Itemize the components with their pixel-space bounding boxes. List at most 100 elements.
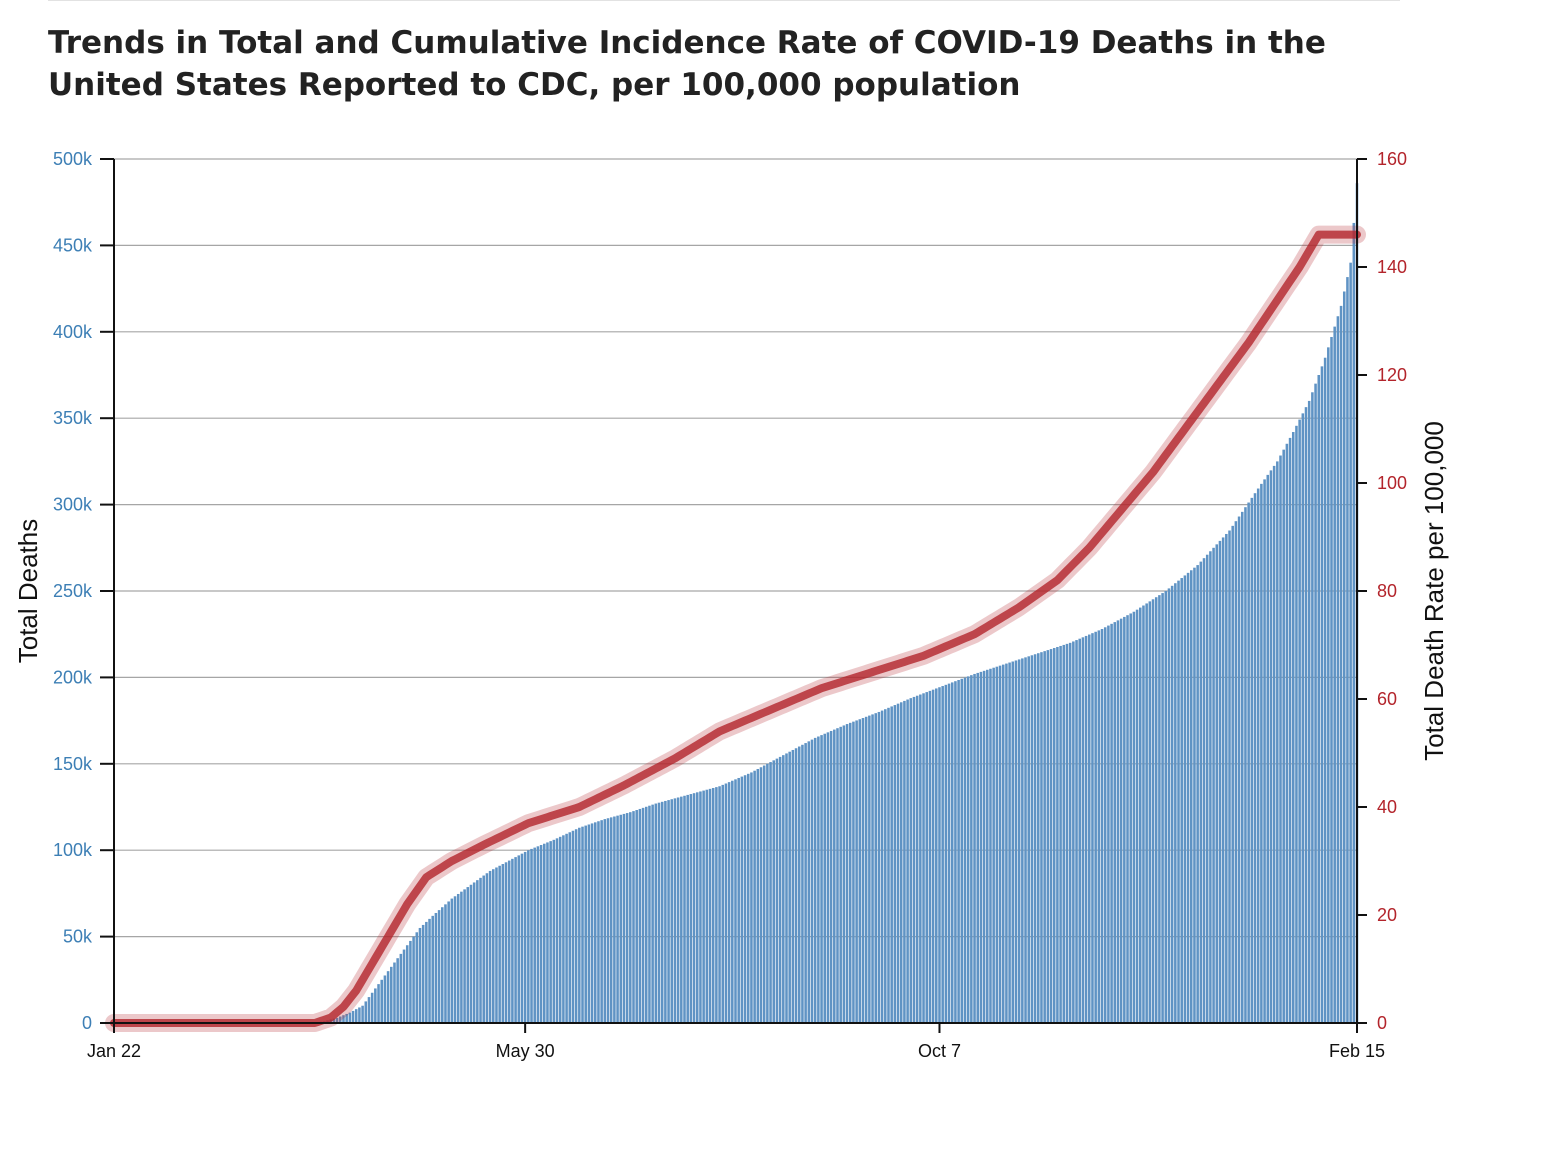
bar [600, 820, 603, 1023]
left-tick-label: 0 [82, 1013, 92, 1033]
bar [896, 703, 900, 1023]
left-tick-label: 300k [53, 495, 93, 515]
bar [558, 836, 562, 1023]
left-tick-label: 350k [53, 408, 93, 428]
bar [409, 940, 412, 1023]
bar [1196, 565, 1199, 1023]
bar [1237, 516, 1241, 1023]
bar [833, 729, 836, 1023]
bar [501, 864, 505, 1023]
bar [1250, 497, 1254, 1023]
bar [482, 875, 485, 1023]
rate-line [110, 230, 1361, 1027]
bar [928, 690, 932, 1023]
bar [514, 857, 517, 1023]
bar [1075, 640, 1078, 1023]
top-divider [48, 0, 1400, 1]
bar [1084, 635, 1088, 1023]
bar [861, 718, 865, 1023]
bar [1011, 661, 1015, 1023]
bar [466, 887, 470, 1023]
bar [813, 737, 817, 1023]
bar [1285, 443, 1289, 1023]
left-tick-label: 150k [53, 754, 93, 774]
bar [705, 789, 709, 1023]
bar [460, 891, 463, 1023]
bar [1314, 383, 1317, 1023]
bar [711, 787, 715, 1023]
bar [1046, 650, 1050, 1023]
bar [539, 845, 543, 1023]
bar [380, 979, 383, 1023]
bar [1059, 645, 1062, 1023]
bar [906, 699, 909, 1023]
bar [644, 806, 648, 1023]
right-tick-label: 120 [1377, 365, 1407, 385]
bar [632, 811, 635, 1023]
right-tick-label: 20 [1377, 905, 1397, 925]
bar [1330, 336, 1333, 1023]
bar [625, 813, 629, 1023]
bar [1174, 583, 1177, 1023]
bar [345, 1013, 348, 1023]
bar [431, 915, 434, 1023]
bar [1088, 634, 1091, 1023]
bar [606, 818, 610, 1023]
bar [1320, 366, 1324, 1023]
bar [622, 813, 626, 1023]
bar [734, 779, 737, 1023]
bar [871, 714, 874, 1023]
bar [794, 748, 798, 1023]
bar [986, 669, 989, 1023]
bar [1336, 316, 1340, 1023]
bar [1161, 593, 1164, 1023]
bar [887, 707, 890, 1023]
bar [1228, 530, 1231, 1023]
bar [858, 719, 862, 1023]
bar [1215, 544, 1219, 1023]
bar [1253, 493, 1257, 1023]
bar [476, 880, 479, 1023]
bar [1256, 488, 1260, 1023]
bar [1231, 525, 1234, 1023]
bar [660, 801, 664, 1023]
bar [1183, 575, 1187, 1023]
bar [718, 786, 721, 1023]
bar [565, 833, 568, 1023]
bar [549, 841, 552, 1023]
bar [1065, 643, 1069, 1023]
bar [1205, 554, 1209, 1023]
bar [339, 1016, 342, 1023]
bar [584, 825, 587, 1023]
bar [507, 860, 511, 1023]
bar [425, 921, 428, 1023]
bar [756, 768, 760, 1023]
x-tick-label: Feb 15 [1329, 1041, 1385, 1061]
bar [982, 670, 986, 1023]
bar [648, 805, 651, 1023]
bar [335, 1017, 339, 1023]
left-axis-title: Total Deaths [13, 519, 43, 664]
bar [1062, 644, 1066, 1023]
bar [657, 802, 661, 1023]
bar [778, 756, 782, 1023]
bar [810, 739, 814, 1023]
bar [498, 865, 501, 1023]
bar [1291, 432, 1295, 1023]
bar [1323, 357, 1327, 1024]
bar [880, 710, 884, 1023]
left-tick-label: 450k [53, 235, 93, 255]
bar [1132, 611, 1136, 1023]
right-tick-label: 160 [1377, 149, 1407, 169]
bar [342, 1015, 345, 1023]
bar [590, 823, 594, 1023]
bar [332, 1018, 336, 1023]
bar [441, 907, 444, 1023]
bar [533, 847, 536, 1023]
bar [699, 791, 702, 1023]
bar [683, 795, 686, 1023]
bar [950, 682, 954, 1023]
bar [1030, 655, 1034, 1023]
bar [358, 1007, 361, 1023]
